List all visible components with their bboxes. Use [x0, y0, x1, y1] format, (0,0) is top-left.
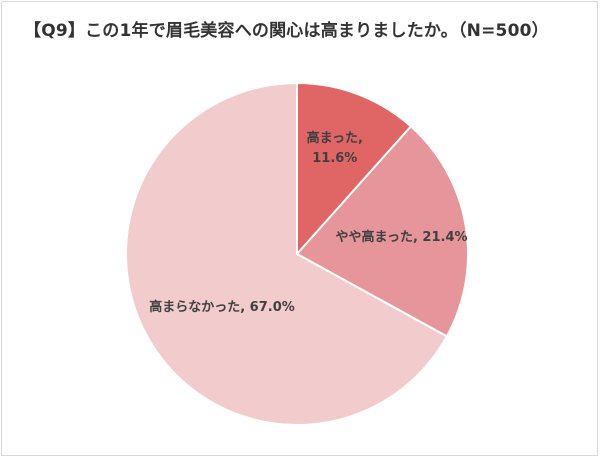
- pie-slice-1: [296, 82, 412, 255]
- pie-slice-2: [296, 125, 469, 338]
- slice-label-2: やや高まった, 21.4%: [335, 229, 467, 245]
- slice-label-line: 高まった,: [307, 130, 363, 146]
- pie-slice-3: [125, 82, 448, 426]
- chart-title: 【Q9】この1年で眉毛美容への関心は高まりましたか。（N=500）: [24, 21, 549, 41]
- slice-label-line: やや高まった, 21.4%: [335, 229, 467, 245]
- slice-label-line: 11.6%: [312, 151, 357, 166]
- slice-label-3: 高まらなかった, 67.0%: [149, 299, 295, 315]
- slice-label-1: 高まった, 11.6%: [307, 130, 363, 166]
- slice-label-line: 高まらなかった, 67.0%: [149, 299, 295, 315]
- pie-labels: 高まった, 11.6% やや高まった, 21.4% 高まらなかった, 67.0%: [149, 130, 467, 315]
- pie-slices: [125, 82, 469, 426]
